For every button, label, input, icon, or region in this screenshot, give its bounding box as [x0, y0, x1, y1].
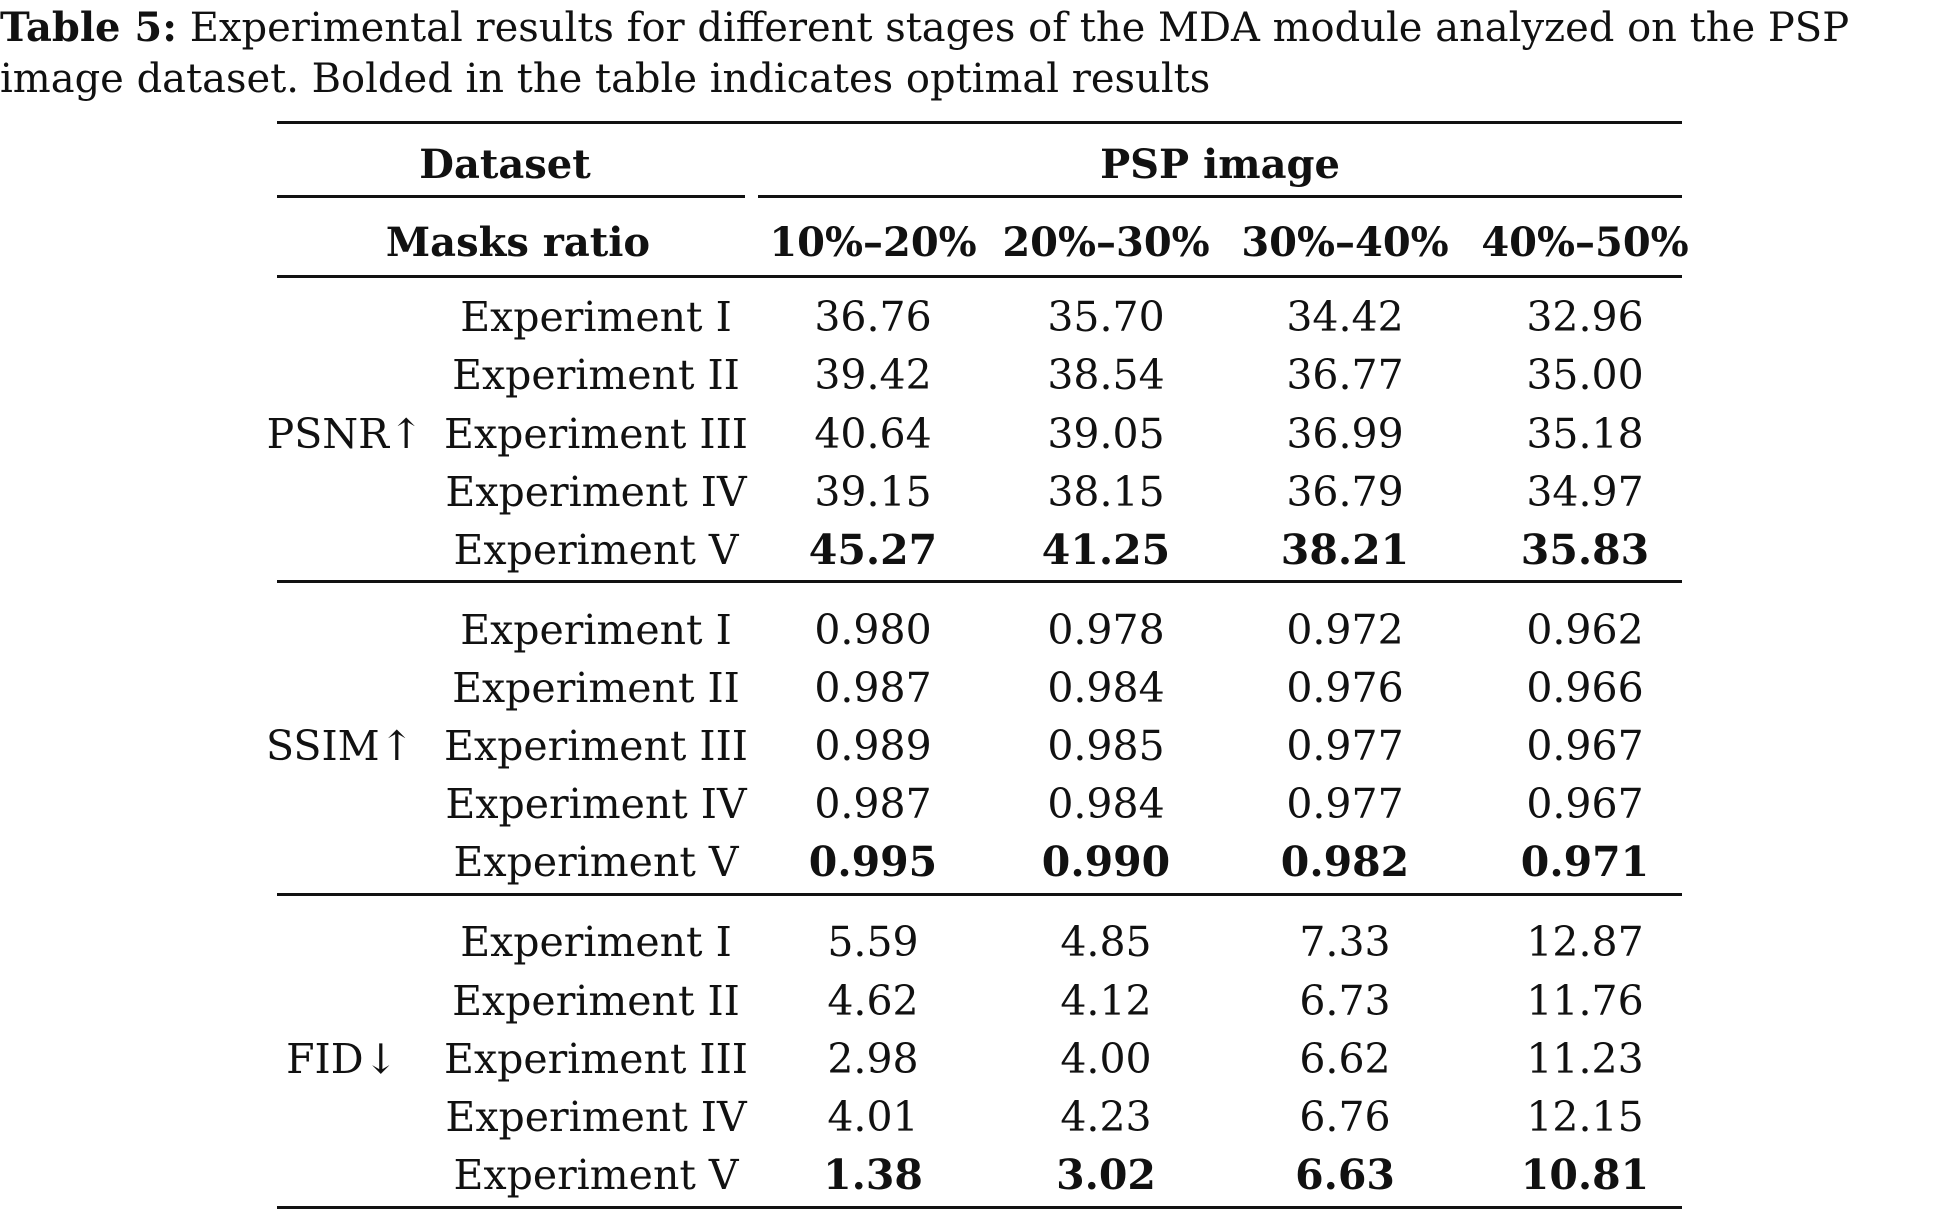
table-cell: 6.76	[1299, 1093, 1391, 1141]
best-cell: 45.27	[808, 526, 938, 574]
table-cell: 4.23	[1060, 1093, 1152, 1141]
table-cell: 32.96	[1526, 293, 1644, 341]
table-cell: 38.15	[1047, 468, 1165, 516]
caption-label: Table 5:	[0, 4, 177, 51]
table-cell: 34.42	[1286, 293, 1404, 341]
table-cell: 36.99	[1286, 410, 1404, 458]
best-cell: 35.83	[1520, 526, 1650, 574]
psp-image-header: PSP image	[1100, 141, 1340, 188]
metric-label: SSIM↑	[266, 722, 414, 770]
bottom-rule	[277, 1206, 1682, 1209]
row-label: Experiment IV	[445, 780, 747, 828]
table-cell: 4.12	[1060, 977, 1152, 1025]
row-label: Experiment V	[453, 526, 739, 574]
best-cell: 3.02	[1056, 1151, 1156, 1199]
best-cell: 0.990	[1041, 838, 1171, 886]
row-label: Experiment I	[460, 293, 732, 341]
table-cell: 0.984	[1047, 664, 1165, 712]
table-cell: 36.77	[1286, 351, 1404, 399]
table-cell: 0.980	[814, 606, 932, 654]
table-cell: 0.967	[1526, 780, 1644, 828]
row-label: Experiment III	[444, 722, 748, 770]
group-rule	[277, 580, 1682, 583]
row-label: Experiment II	[452, 977, 740, 1025]
table-cell: 0.976	[1286, 664, 1404, 712]
best-cell: 0.971	[1520, 838, 1650, 886]
table-cell: 6.73	[1299, 977, 1391, 1025]
header-rule	[277, 275, 1682, 278]
row-label: Experiment I	[460, 606, 732, 654]
table-cell: 36.76	[814, 293, 932, 341]
table-cell: 0.972	[1286, 606, 1404, 654]
dataset-header: Dataset	[419, 141, 591, 188]
table-cell: 11.76	[1526, 977, 1644, 1025]
row-label: Experiment III	[444, 410, 748, 458]
masks-ratio-header: Masks ratio	[385, 219, 651, 266]
row-label: Experiment II	[452, 664, 740, 712]
metric-label: PSNR↑	[266, 410, 424, 458]
best-cell: 6.63	[1295, 1151, 1395, 1199]
table-cell: 0.962	[1526, 606, 1644, 654]
table-cell: 38.54	[1047, 351, 1165, 399]
group-rule	[277, 893, 1682, 896]
table-cell: 4.62	[827, 977, 919, 1025]
table-cell: 0.985	[1047, 722, 1165, 770]
metric-label: FID↓	[286, 1035, 398, 1083]
best-cell: 0.982	[1280, 838, 1410, 886]
row-label: Experiment IV	[445, 1093, 747, 1141]
row-label: Experiment III	[444, 1035, 748, 1083]
top-rule	[277, 121, 1682, 124]
best-cell: 38.21	[1280, 526, 1410, 574]
table-cell: 7.33	[1299, 918, 1391, 966]
table-cell: 0.987	[814, 780, 932, 828]
table-cell: 34.97	[1526, 468, 1644, 516]
table-cell: 4.00	[1060, 1035, 1152, 1083]
table-cell: 0.967	[1526, 722, 1644, 770]
row-label: Experiment IV	[445, 468, 747, 516]
row-label: Experiment II	[452, 351, 740, 399]
table-cell: 40.64	[814, 410, 932, 458]
column-header: 40%–50%	[1481, 219, 1689, 266]
table-cell: 35.70	[1047, 293, 1165, 341]
table-cell: 35.00	[1526, 351, 1644, 399]
table-cell: 0.966	[1526, 664, 1644, 712]
table-cell: 0.977	[1286, 780, 1404, 828]
best-cell: 0.995	[808, 838, 938, 886]
table-caption: Table 5: Experimental results for differ…	[0, 2, 1950, 105]
best-cell: 10.81	[1520, 1151, 1650, 1199]
psp-underline	[758, 195, 1682, 198]
table-cell: 6.62	[1299, 1035, 1391, 1083]
table-cell: 39.15	[814, 468, 932, 516]
table-cell: 35.18	[1526, 410, 1644, 458]
row-label: Experiment V	[453, 1151, 739, 1199]
table-cell: 0.978	[1047, 606, 1165, 654]
table-cell: 11.23	[1526, 1035, 1644, 1083]
table-cell: 5.59	[827, 918, 919, 966]
table-cell: 0.984	[1047, 780, 1165, 828]
caption-text: Experimental results for different stage…	[0, 5, 1850, 102]
table-cell: 0.987	[814, 664, 932, 712]
table-cell: 4.01	[827, 1093, 919, 1141]
table-cell: 39.05	[1047, 410, 1165, 458]
column-header: 10%–20%	[769, 219, 977, 266]
table-cell: 0.977	[1286, 722, 1404, 770]
table-cell: 2.98	[827, 1035, 919, 1083]
row-label: Experiment I	[460, 918, 732, 966]
column-header: 30%–40%	[1241, 219, 1449, 266]
table-cell: 12.15	[1526, 1093, 1644, 1141]
dataset-underline	[277, 195, 745, 198]
best-cell: 41.25	[1041, 526, 1171, 574]
table-cell: 0.989	[814, 722, 932, 770]
column-header: 20%–30%	[1002, 219, 1210, 266]
table-cell: 12.87	[1526, 918, 1644, 966]
table-cell: 39.42	[814, 351, 932, 399]
table-cell: 4.85	[1060, 918, 1152, 966]
row-label: Experiment V	[453, 838, 739, 886]
best-cell: 1.38	[823, 1151, 923, 1199]
table-cell: 36.79	[1286, 468, 1404, 516]
